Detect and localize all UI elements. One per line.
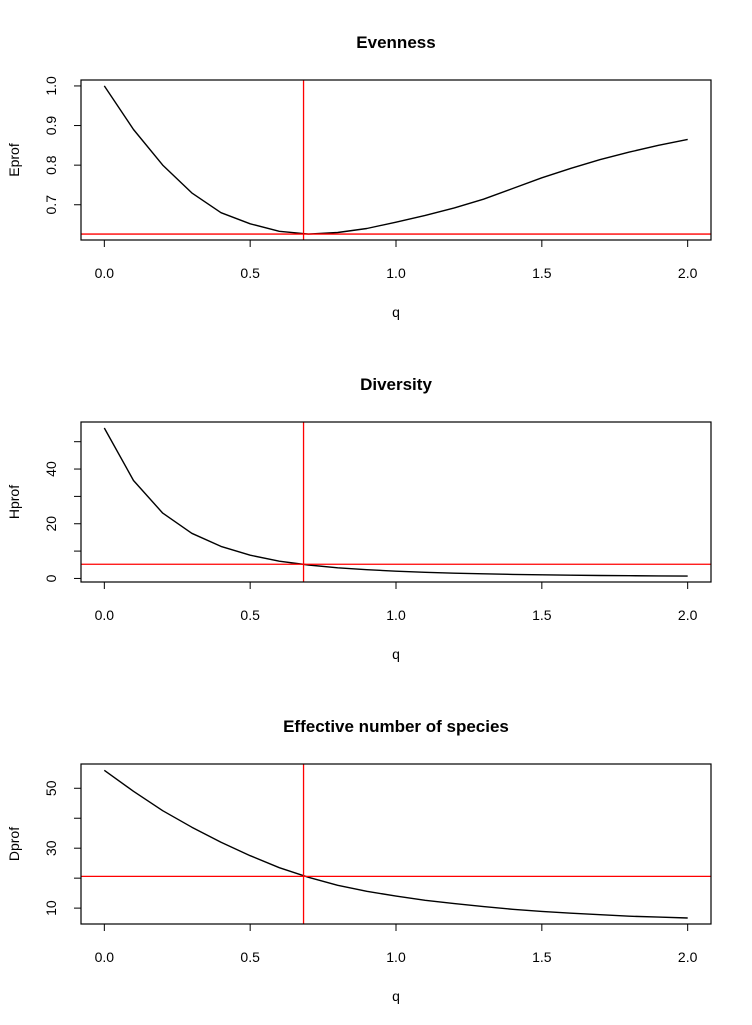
y-tick-label: 0.9 — [43, 116, 59, 136]
plot-box — [80, 421, 712, 583]
y-axis-label: Hprof — [6, 485, 22, 519]
x-axis-label: q — [392, 646, 400, 662]
x-tick-label: 1.5 — [532, 949, 552, 965]
plot-box — [80, 763, 712, 925]
x-tick-label: 1.5 — [532, 265, 552, 281]
plot-box — [80, 79, 712, 241]
series-line — [103, 85, 688, 235]
x-tick-label: 2.0 — [678, 265, 698, 281]
x-tick-label: 2.0 — [678, 607, 698, 623]
chart-title: Evenness — [356, 33, 435, 52]
y-tick-label: 50 — [43, 780, 59, 796]
series-line — [103, 769, 688, 919]
y-tick-label: 0.7 — [43, 195, 59, 215]
x-tick-label: 0.0 — [95, 607, 115, 623]
x-tick-label: 0.5 — [240, 949, 260, 965]
x-tick-label: 0.0 — [95, 949, 115, 965]
y-tick-label: 40 — [43, 461, 59, 477]
chart-title: Diversity — [360, 375, 432, 394]
y-tick-label: 10 — [43, 900, 59, 916]
x-tick-label: 0.5 — [240, 265, 260, 281]
panel-3: Effective number of species 0.0 0.5 1.0 1.5 2… — [6, 717, 712, 1004]
y-tick-label: 30 — [43, 840, 59, 856]
x-axis-label: q — [392, 988, 400, 1004]
x-tick-label: 0.5 — [240, 607, 260, 623]
y-axis-label: Eprof — [6, 143, 22, 177]
x-tick-label: 1.5 — [532, 607, 552, 623]
x-tick-label: 1.0 — [386, 949, 406, 965]
panel-2: Diversity 0.0 0.5 1.0 1.5 2.0 q 0 20 40 Hprof — [6, 375, 712, 662]
x-tick-label: 0.0 — [95, 265, 115, 281]
y-tick-label: 0.8 — [43, 155, 59, 175]
panel-1: Evenness 0.0 0.5 1.0 1.5 2.0 q 0.7 0.8 0.9 1.0 Epro… — [6, 33, 712, 320]
x-tick-label: 1.0 — [386, 607, 406, 623]
y-axis-label: Dprof — [6, 827, 22, 861]
x-axis-label: q — [392, 304, 400, 320]
chart-title: Effective number of species — [283, 717, 509, 736]
series-line — [103, 427, 688, 577]
y-tick-label: 1.0 — [43, 76, 59, 96]
x-tick-label: 1.0 — [386, 265, 406, 281]
y-tick-label: 20 — [43, 516, 59, 532]
y-tick-label: 0 — [43, 574, 59, 582]
x-tick-label: 2.0 — [678, 949, 698, 965]
